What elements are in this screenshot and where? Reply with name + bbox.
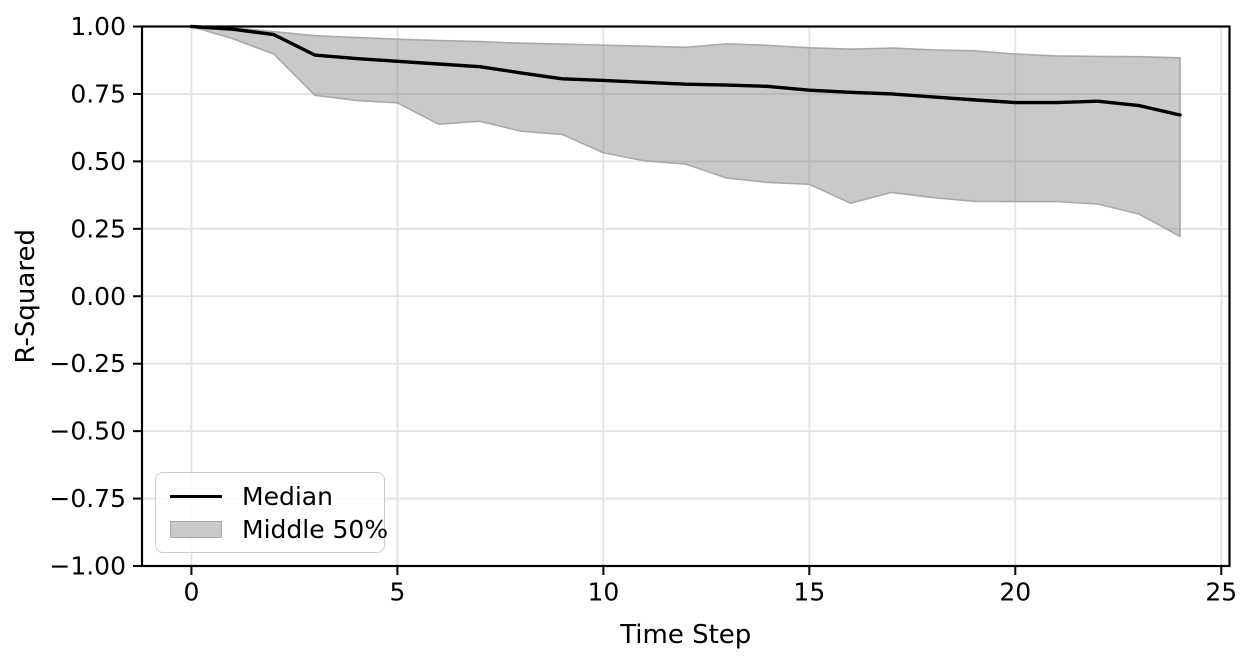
legend-label-median: Median: [242, 482, 333, 511]
x-tick-label: 5: [389, 577, 405, 606]
legend: Median Middle 50%: [155, 472, 388, 553]
legend-label-middle-50: Middle 50%: [242, 515, 389, 544]
y-tick-label: 1.00: [70, 12, 126, 41]
y-axis-label: R-Squared: [11, 229, 41, 363]
legend-item-median: Median: [170, 480, 370, 513]
y-tick-label: 0.25: [70, 214, 126, 243]
y-tick-label: 0.00: [70, 282, 126, 311]
x-tick-label: 10: [587, 577, 619, 606]
y-tick-label: 0.75: [70, 79, 126, 108]
middle-50-patch-swatch-icon: [170, 521, 222, 538]
median-line: [189, 24, 1182, 117]
iqr-band: [190, 25, 1181, 238]
x-tick-label: 15: [793, 577, 825, 606]
y-tick-label: −0.75: [49, 484, 126, 513]
legend-item-middle-50: Middle 50%: [170, 513, 388, 546]
x-tick-label: 25: [1205, 577, 1237, 606]
x-axis-label: Time Step: [619, 620, 751, 650]
x-tick-label: 0: [183, 577, 199, 606]
y-tick-label: −1.00: [49, 552, 126, 581]
median-line-swatch-icon: [170, 495, 222, 498]
x-tick-label: 20: [999, 577, 1031, 606]
y-tick-label: −0.50: [49, 417, 126, 446]
y-tick-label: −0.25: [49, 349, 126, 378]
y-tick-label: 0.50: [70, 147, 126, 176]
